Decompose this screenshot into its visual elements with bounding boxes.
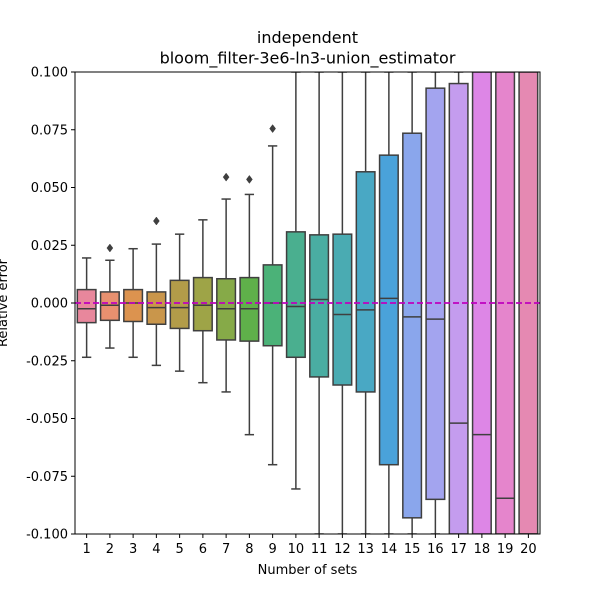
x-tick-label: 14 (381, 542, 398, 557)
plot-area (76, 72, 539, 534)
x-tick-label: 10 (288, 542, 305, 557)
x-tick-label: 4 (152, 542, 160, 557)
outlier-point (153, 216, 160, 226)
outlier-point (246, 174, 253, 184)
x-tick-label: 11 (311, 542, 328, 557)
axes-frame (74, 71, 541, 535)
box-7 (216, 172, 237, 393)
title-line-2: bloom_filter-3e6-ln3-union_estimator (160, 49, 456, 69)
iqr-box (495, 72, 516, 534)
x-axis-label: Number of sets (258, 563, 358, 578)
x-tick-label: 20 (520, 542, 537, 557)
iqr-box (355, 171, 376, 393)
x-tick-label: 5 (175, 542, 183, 557)
x-tick-label: 16 (427, 542, 444, 557)
iqr-box (402, 132, 423, 519)
iqr-box (285, 231, 306, 359)
x-axis: 1 2 3 4 5 6 7 8 9 10 11 12 13 14 15 16 17 18 19 20 (82, 534, 537, 557)
y-tick-label: -0.100 (26, 528, 68, 543)
box-4 (146, 216, 167, 367)
x-tick-label: 8 (245, 542, 253, 557)
box-12 (332, 72, 353, 534)
iqr-box (192, 276, 213, 332)
y-tick-label: -0.050 (26, 412, 68, 427)
x-tick-label: 7 (222, 542, 230, 557)
box-10 (285, 72, 306, 490)
box-11 (309, 72, 330, 534)
x-tick-label: 17 (450, 542, 467, 557)
y-tick-label: 0.075 (31, 123, 68, 138)
y-tick-label: 0.000 (31, 297, 68, 312)
y-tick-label: 0.025 (31, 239, 68, 254)
box-17 (448, 72, 469, 534)
chart-title: independent bloom_filter-3e6-ln3-union_e… (160, 28, 456, 69)
iqr-box (309, 234, 330, 378)
y-tick-label: 0.050 (31, 181, 68, 196)
x-tick-label: 3 (129, 542, 137, 557)
y-axis-label: Relative error (0, 258, 11, 347)
box-8 (239, 174, 260, 436)
y-tick-label: 0.100 (31, 66, 68, 81)
iqr-box (123, 288, 144, 323)
title-line-1: independent (257, 28, 358, 47)
x-tick-label: 6 (199, 542, 207, 557)
iqr-box (378, 154, 399, 466)
y-tick-label: -0.025 (26, 354, 68, 369)
iqr-box (99, 291, 120, 322)
x-tick-label: 19 (497, 542, 514, 557)
box-13 (355, 72, 376, 534)
outlier-point (222, 172, 230, 182)
x-tick-label: 9 (268, 542, 276, 557)
iqr-box (332, 233, 353, 386)
box-15 (402, 72, 423, 534)
y-tick-label: -0.075 (26, 470, 68, 485)
iqr-box (76, 288, 97, 324)
x-tick-label: 13 (357, 542, 374, 557)
box-1 (76, 257, 97, 359)
box-19 (495, 72, 516, 534)
y-axis: -0.100 -0.075 -0.050 -0.025 0.000 0.025 0.050 0… (26, 66, 75, 543)
iqr-box (169, 279, 190, 330)
box-9 (262, 124, 283, 466)
box-16 (425, 72, 446, 534)
iqr-box (448, 82, 469, 534)
x-tick-label: 2 (106, 542, 114, 557)
outlier-point (106, 243, 114, 253)
iqr-box (262, 264, 283, 347)
outlier-point (269, 124, 276, 134)
box-6 (192, 219, 213, 384)
x-tick-label: 1 (82, 542, 90, 557)
box-2 (99, 243, 120, 349)
axes-border (74, 71, 541, 535)
iqr-box (425, 87, 446, 501)
x-tick-label: 15 (404, 542, 421, 557)
box-14 (378, 72, 399, 534)
x-tick-label: 12 (334, 542, 351, 557)
x-tick-label: 18 (474, 542, 491, 557)
box-5 (169, 233, 190, 372)
